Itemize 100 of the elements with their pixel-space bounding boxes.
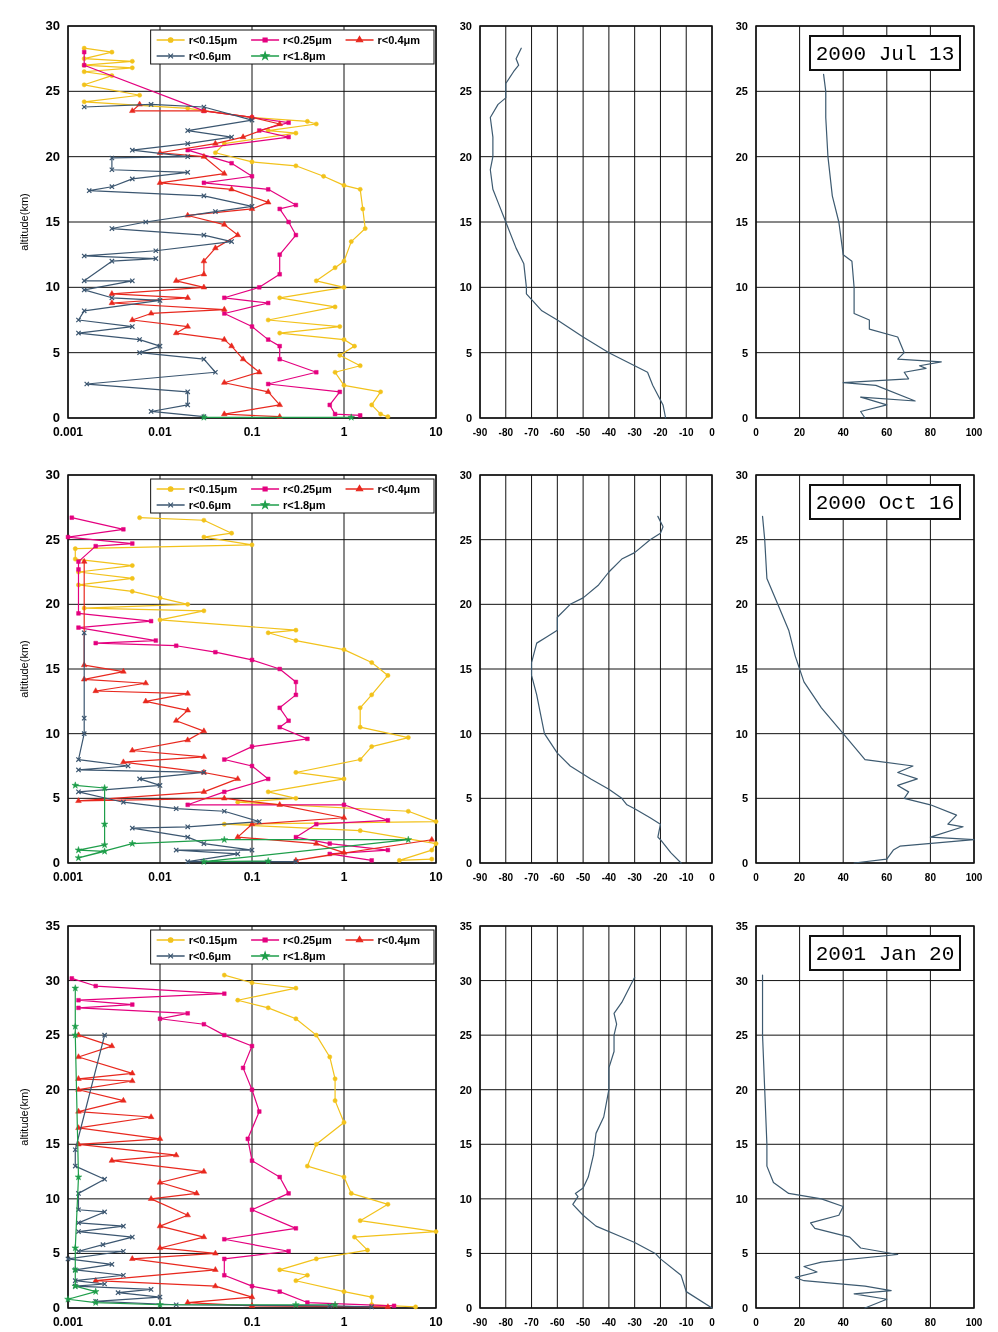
x-tick-label: 0 — [709, 427, 716, 438]
x-tick-label: 10 — [429, 1315, 443, 1329]
legend-label: r<0.25μm — [283, 483, 332, 495]
y-tick-label: 30 — [459, 469, 472, 481]
x-tick-label: 100 — [965, 427, 983, 438]
x-tick-label: -60 — [550, 1317, 565, 1328]
y-tick-label: 5 — [741, 792, 748, 805]
x-tick-label: 0.1 — [243, 870, 261, 884]
y-tick-label: 35 — [735, 920, 748, 932]
y-tick-label: 15 — [45, 661, 60, 676]
legend-label: r<1.8μm — [283, 950, 326, 962]
y-tick-label: 30 — [45, 18, 60, 33]
x-tick-label: 40 — [837, 872, 850, 883]
annotation: 2000 Oct 16 — [815, 492, 955, 515]
x-tick-label: -80 — [498, 872, 514, 883]
x-tick-label: 0.01 — [148, 1315, 172, 1329]
x-tick-label: -30 — [627, 1317, 643, 1328]
x-tick-label: -50 — [575, 1317, 591, 1328]
y-tick-label: 10 — [45, 725, 60, 741]
y-axis-title: altitude(km) — [18, 193, 30, 251]
x-tick-label: 20 — [794, 1317, 806, 1328]
x-tick-label: 0 — [753, 1317, 760, 1328]
legend-label: r<0.6μm — [188, 950, 232, 962]
y-tick-label: 25 — [735, 85, 748, 98]
y-tick-label: 15 — [45, 214, 60, 229]
legend-label: r<0.6μm — [188, 499, 232, 511]
legend-label: r<0.15μm — [188, 934, 238, 946]
y-tick-label: 5 — [52, 344, 60, 360]
x-tick-label: -90 — [472, 1317, 488, 1328]
x-tick-label: 0 — [709, 1317, 716, 1328]
x-tick-label: -10 — [679, 1317, 694, 1328]
x-tick-label: -70 — [524, 427, 540, 438]
y-tick-label: 10 — [459, 281, 472, 294]
x-tick-label: -90 — [472, 872, 488, 883]
x-tick-label: -40 — [601, 427, 617, 438]
y-tick-label: 20 — [459, 1083, 472, 1096]
y-tick-label: 20 — [459, 598, 472, 611]
x-tick-label: -20 — [653, 427, 669, 438]
y-tick-label: 25 — [459, 85, 472, 98]
legend-label: r<1.8μm — [283, 50, 326, 62]
y-tick-label: 15 — [735, 1138, 748, 1151]
legend-label: r<0.25μm — [283, 34, 332, 46]
y-tick-label: 10 — [45, 1190, 60, 1206]
legend-label: r<0.25μm — [283, 934, 332, 946]
y-tick-label: 20 — [45, 1081, 60, 1097]
x-tick-label: 20 — [794, 872, 806, 883]
y-tick-label: 25 — [45, 1027, 60, 1043]
x-tick-label: 1 — [340, 1315, 348, 1329]
y-tick-label: 10 — [459, 727, 472, 740]
y-tick-label: 10 — [459, 1192, 472, 1205]
x-tick-label: -90 — [472, 427, 488, 438]
annotation: 2000 Jul 13 — [815, 43, 955, 66]
x-tick-label: -20 — [653, 1317, 669, 1328]
x-tick-label: 0.01 — [148, 870, 172, 884]
y-tick-label: 15 — [459, 216, 472, 228]
x-tick-label: 80 — [924, 1317, 937, 1328]
legend-label: r<0.4μm — [377, 934, 421, 946]
y-tick-label: 15 — [45, 1136, 60, 1152]
y-tick-label: 25 — [45, 83, 60, 99]
y-tick-label: 15 — [459, 1138, 472, 1151]
y-tick-label: 20 — [45, 596, 60, 612]
x-tick-label: 1 — [340, 425, 348, 439]
legend-label: r<0.4μm — [377, 34, 421, 46]
x-tick-label: -20 — [653, 872, 669, 883]
x-tick-label: -80 — [498, 427, 514, 438]
y-tick-label: 20 — [735, 150, 748, 163]
y-tick-label: 5 — [465, 1247, 472, 1260]
x-tick-label: 100 — [965, 1317, 983, 1328]
y-tick-label: 30 — [735, 20, 748, 32]
x-tick-label: -30 — [627, 427, 643, 438]
x-tick-label: -70 — [524, 1317, 540, 1328]
y-tick-label: 25 — [459, 533, 472, 546]
y-tick-label: 10 — [45, 279, 60, 295]
x-tick-label: -80 — [498, 1317, 514, 1328]
legend-label: r<0.6μm — [188, 50, 232, 62]
x-tick-label: 1 — [340, 870, 348, 884]
x-tick-label: 60 — [881, 427, 893, 438]
y-tick-label: 10 — [735, 281, 748, 294]
y-tick-label: 0 — [741, 412, 748, 424]
y-tick-label: 10 — [735, 727, 748, 740]
x-tick-label: 80 — [924, 872, 937, 883]
y-tick-label: 0 — [465, 857, 472, 869]
legend-label: r<1.8μm — [283, 499, 326, 511]
y-tick-label: 35 — [459, 920, 472, 932]
x-tick-label: 0 — [753, 872, 760, 883]
x-tick-label: 0 — [709, 872, 716, 883]
y-tick-label: 25 — [735, 1029, 748, 1042]
y-tick-label: 10 — [735, 1192, 748, 1205]
y-tick-label: 0 — [465, 1302, 472, 1314]
x-tick-label: 0.001 — [52, 425, 84, 439]
x-tick-label: 0.001 — [52, 1315, 84, 1329]
x-tick-label: -40 — [601, 872, 617, 883]
y-axis-title: altitude(km) — [18, 1088, 30, 1146]
x-tick-label: 80 — [924, 427, 937, 438]
x-tick-label: 0 — [753, 427, 760, 438]
x-tick-label: -10 — [679, 872, 694, 883]
y-tick-label: 30 — [45, 467, 60, 482]
x-tick-label: -30 — [627, 872, 643, 883]
y-tick-label: 30 — [735, 469, 748, 481]
y-tick-label: 5 — [741, 346, 748, 359]
